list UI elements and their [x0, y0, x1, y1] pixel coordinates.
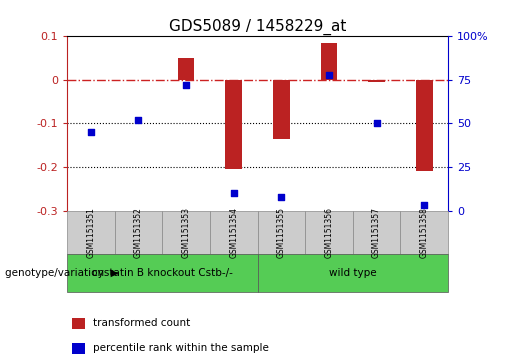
Point — [87, 129, 95, 135]
Text: GSM1151352: GSM1151352 — [134, 207, 143, 258]
Point — [182, 82, 190, 88]
Text: cystatin B knockout Cstb-/-: cystatin B knockout Cstb-/- — [92, 268, 233, 278]
Point — [372, 121, 381, 126]
Text: GSM1151355: GSM1151355 — [277, 207, 286, 258]
Text: percentile rank within the sample: percentile rank within the sample — [93, 343, 269, 354]
Text: GSM1151354: GSM1151354 — [229, 207, 238, 258]
Point — [277, 194, 285, 200]
Bar — [226, 80, 242, 169]
Bar — [321, 43, 337, 80]
Text: transformed count: transformed count — [93, 318, 190, 328]
Text: GSM1151357: GSM1151357 — [372, 207, 381, 258]
Title: GDS5089 / 1458229_at: GDS5089 / 1458229_at — [169, 19, 346, 35]
Text: GSM1151358: GSM1151358 — [420, 207, 428, 258]
Text: GSM1151351: GSM1151351 — [87, 207, 95, 258]
Bar — [178, 58, 194, 80]
Text: GSM1151356: GSM1151356 — [324, 207, 333, 258]
Bar — [368, 80, 385, 82]
Bar — [416, 80, 433, 171]
Point — [230, 190, 238, 196]
Text: GSM1151353: GSM1151353 — [182, 207, 191, 258]
Point — [134, 117, 143, 123]
Bar — [273, 80, 289, 139]
Point — [420, 203, 428, 208]
Text: wild type: wild type — [329, 268, 376, 278]
Point — [325, 72, 333, 78]
Text: genotype/variation  ▶: genotype/variation ▶ — [5, 268, 119, 278]
